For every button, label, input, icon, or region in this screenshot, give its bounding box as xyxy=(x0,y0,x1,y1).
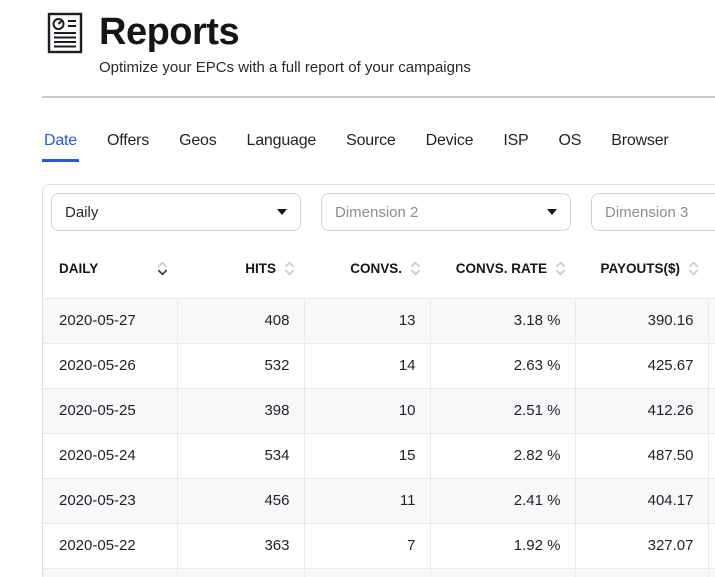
title-block: Reports Optimize your EPCs with a full r… xyxy=(99,10,471,77)
table-cell: 398 xyxy=(176,388,304,434)
column-header-convs-rate[interactable]: CONVS. RATE xyxy=(430,239,575,299)
column-label: CONVS. RATE xyxy=(455,260,547,276)
tab-offers[interactable]: Offers xyxy=(107,132,150,149)
table-cell: 2020-05-23 xyxy=(43,478,177,524)
tab-date[interactable]: Date xyxy=(42,131,79,162)
sort-icon xyxy=(157,261,168,275)
table-cell: 412.26 xyxy=(574,388,708,434)
table-row: 2020-05-22 363 7 1.92 % 327.07 xyxy=(43,523,715,569)
tab-os[interactable]: OS xyxy=(558,132,582,149)
tab-geos[interactable]: Geos xyxy=(179,132,217,149)
table-cell: 404.17 xyxy=(574,478,708,524)
table-cell: 487.50 xyxy=(574,433,708,479)
table-row: 2020-05-23 456 11 2.41 % 404.17 xyxy=(43,478,715,524)
page-subtitle: Optimize your EPCs with a full report of… xyxy=(99,59,471,76)
column-label: PAYOUTS($) xyxy=(600,260,680,276)
table-cell: 15 xyxy=(303,433,430,479)
column-header-payouts[interactable]: PAYOUTS($) xyxy=(575,239,708,299)
table-cell: 2.51 % xyxy=(429,388,575,434)
header-divider xyxy=(42,96,715,98)
tab-device[interactable]: Device xyxy=(425,132,474,149)
column-label: DAILY xyxy=(59,260,99,276)
sort-icon xyxy=(284,261,295,275)
table-cell: 532 xyxy=(176,343,304,389)
report-table: DAILY HITS CONVS. CONVS. RATE PAYOUTS($)… xyxy=(43,239,715,577)
sort-icon xyxy=(555,261,566,275)
table-cell: 14 xyxy=(303,343,430,389)
dimension-2-placeholder: Dimension 2 xyxy=(335,203,419,221)
table-cell: 2020-05-26 xyxy=(43,343,177,389)
table-body: 2020-05-27 408 13 3.18 % 390.16 2020-05-26 532… xyxy=(43,298,715,577)
table-cell: 2.41 % xyxy=(429,478,575,524)
tab-language[interactable]: Language xyxy=(246,132,317,149)
table-row: 2020-05-24 534 15 2.82 % 487.50 xyxy=(43,433,715,479)
tab-isp[interactable]: ISP xyxy=(503,132,529,149)
table-cell: 3.18 % xyxy=(429,298,575,344)
table-cell: 1.92 % xyxy=(429,523,575,569)
report-card: Daily Dimension 2 Dimension 3 DAILY HITS… xyxy=(42,184,715,577)
page-header: Reports Optimize your EPCs with a full r… xyxy=(0,0,715,77)
table-cell: 2.63 % xyxy=(429,343,575,389)
table-cell: 327.07 xyxy=(574,523,708,569)
tab-browser[interactable]: Browser xyxy=(611,132,669,149)
dropdown-caret-icon xyxy=(547,209,557,215)
dropdown-caret-icon xyxy=(277,209,287,215)
table-cell: 2020-05-22 xyxy=(43,523,177,569)
column-header-daily[interactable]: DAILY xyxy=(43,239,177,299)
table-cell: 2.82 % xyxy=(429,433,575,479)
table-cell: 13 xyxy=(303,298,430,344)
dimension-1-select[interactable]: Daily xyxy=(51,193,301,231)
table-cell: 10 xyxy=(303,388,430,434)
sort-icon xyxy=(410,261,421,275)
table-cell: 363 xyxy=(176,523,304,569)
table-cell: 11 xyxy=(303,478,430,524)
table-cell: 390.16 xyxy=(574,298,708,344)
table-cell: 2020-05-25 xyxy=(43,388,177,434)
dimension-2-select[interactable]: Dimension 2 xyxy=(321,193,571,231)
sort-icon xyxy=(688,261,699,275)
report-document-icon xyxy=(45,12,85,59)
column-label: CONVS. xyxy=(350,260,402,276)
table-cell: 408 xyxy=(176,298,304,344)
tab-source[interactable]: Source xyxy=(346,132,396,149)
table-row: 2020-05-27 408 13 3.18 % 390.16 xyxy=(43,298,715,344)
column-label: HITS xyxy=(245,260,276,276)
column-header-hits[interactable]: HITS xyxy=(177,239,304,299)
table-cell: 534 xyxy=(176,433,304,479)
table-cell: 7 xyxy=(303,523,430,569)
dimension-3-select[interactable]: Dimension 3 xyxy=(591,193,715,231)
table-row: 2020-05-25 398 10 2.51 % 412.26 xyxy=(43,388,715,434)
report-tabs: Date Offers Geos Language Source Device ISP OS B… xyxy=(42,131,715,162)
table-cell: 456 xyxy=(176,478,304,524)
dimension-1-value: Daily xyxy=(65,203,99,221)
page-title: Reports xyxy=(99,11,240,53)
dimension-3-placeholder: Dimension 3 xyxy=(605,203,689,221)
table-cell: 2020-05-24 xyxy=(43,433,177,479)
table-row: 2020-05-26 532 14 2.63 % 425.67 xyxy=(43,343,715,389)
table-header-row: DAILY HITS CONVS. CONVS. RATE PAYOUTS($) xyxy=(43,239,715,299)
table-cell: 425.67 xyxy=(574,343,708,389)
table-row-partial xyxy=(43,568,715,577)
column-header-convs[interactable]: CONVS. xyxy=(304,239,430,299)
dimension-filters: Daily Dimension 2 Dimension 3 xyxy=(43,185,715,239)
table-cell: 2020-05-27 xyxy=(43,298,177,344)
